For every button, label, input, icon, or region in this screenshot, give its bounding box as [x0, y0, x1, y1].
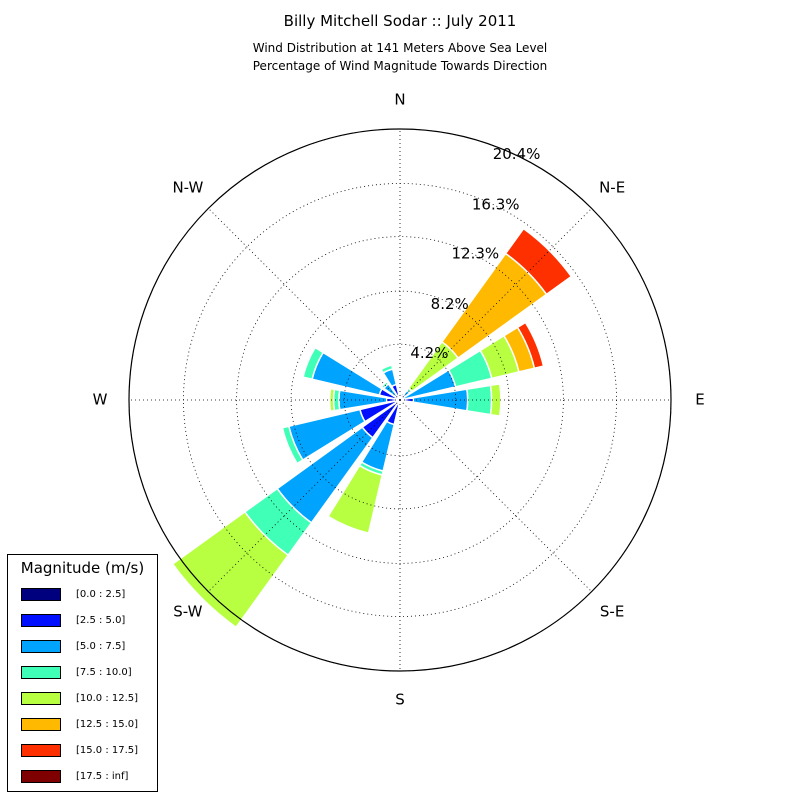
chart-subtitle-line-1: Wind Distribution at 141 Meters Above Se…	[252, 41, 548, 55]
radial-tick-label-0: 4.2%	[410, 344, 448, 362]
legend-label-0: [0.0 : 2.5]	[76, 589, 126, 600]
direction-label-s-w: S-W	[173, 603, 202, 621]
rose-wedge-dir270-bin4	[328, 387, 336, 413]
legend-label-7: [17.5 : inf]	[76, 771, 129, 782]
legend-label-3: [7.5 : 10.0]	[76, 667, 132, 678]
legend-swatch-2	[21, 640, 61, 653]
radial-grid-ring-2	[236, 236, 564, 564]
rose-wedge-dir202.5-bin4	[327, 464, 384, 535]
legend-item-5: [12.5 : 15.0]	[21, 717, 151, 733]
legend-item-3: [7.5 : 10.0]	[21, 665, 151, 681]
legend-item-2: [5.0 : 7.5]	[21, 639, 151, 655]
rose-wedge-dir45-bin6	[504, 227, 573, 296]
rose-wedge-dir292.5-bin3	[302, 346, 325, 381]
radial-tick-label-1: 8.2%	[431, 295, 469, 313]
legend-label-6: [15.0 : 17.5]	[76, 745, 139, 756]
rose-wedge-dir67.5-bin6	[516, 321, 545, 370]
rose-wedge-dir90-bin3	[466, 384, 493, 416]
legend-swatch-4	[21, 692, 61, 705]
legend-swatch-3	[21, 666, 61, 679]
direction-label-n-e: N-E	[599, 178, 625, 196]
direction-label-n-w: N-W	[172, 178, 203, 196]
legend-swatch-0	[21, 588, 61, 601]
legend-label-2: [5.0 : 7.5]	[76, 641, 126, 652]
legend-label-4: [10.0 : 12.5]	[76, 693, 139, 704]
legend-title: Magnitude (m/s)	[20, 559, 145, 577]
radial-tick-label-3: 16.3%	[472, 195, 520, 213]
legend-label-1: [2.5 : 5.0]	[76, 615, 126, 626]
legend: Magnitude (m/s) [0.0 : 2.5] [2.5 : 5.0] [5…	[7, 554, 158, 792]
angular-grid-line-3	[399, 399, 592, 592]
radial-tick-label-2: 12.3%	[452, 245, 500, 263]
rose-wedge-dir225-bin4	[171, 510, 290, 629]
radial-grid-ring-0	[343, 343, 457, 457]
outer-frame	[128, 128, 672, 672]
legend-item-1: [2.5 : 5.0]	[21, 613, 151, 629]
chart-title: Billy Mitchell Sodar :: July 2011	[283, 12, 517, 30]
rose-wedge-dir315-bin3	[380, 380, 390, 390]
direction-label-s-e: S-E	[600, 603, 624, 621]
legend-swatch-7	[21, 770, 61, 783]
legend-swatch-1	[21, 614, 61, 627]
legend-item-4: [10.0 : 12.5]	[21, 691, 151, 707]
direction-label-e: E	[695, 391, 704, 409]
radial-tick-label-4: 20.4%	[493, 145, 541, 163]
legend-item-7: [17.5 : inf]	[21, 769, 151, 785]
rose-wedge-dir247.5-bin3	[281, 425, 304, 465]
chart-subtitle-line-2: Percentage of Wind Magnitude Towards Dir…	[252, 59, 548, 73]
legend-item-6: [15.0 : 17.5]	[21, 743, 151, 759]
legend-item-0: [0.0 : 2.5]	[21, 587, 151, 603]
direction-label-n: N	[394, 91, 405, 109]
legend-swatch-5	[21, 718, 61, 731]
rose-wedge-dir90-bin4	[489, 382, 502, 418]
legend-swatch-6	[21, 744, 61, 757]
direction-label-s: S	[395, 691, 405, 709]
legend-label-5: [12.5 : 15.0]	[76, 719, 139, 730]
direction-label-w: W	[93, 391, 108, 409]
rose-wedge-dir292.5-bin2	[311, 351, 383, 397]
rose-wedge-dir337.5-bin3	[380, 364, 394, 374]
